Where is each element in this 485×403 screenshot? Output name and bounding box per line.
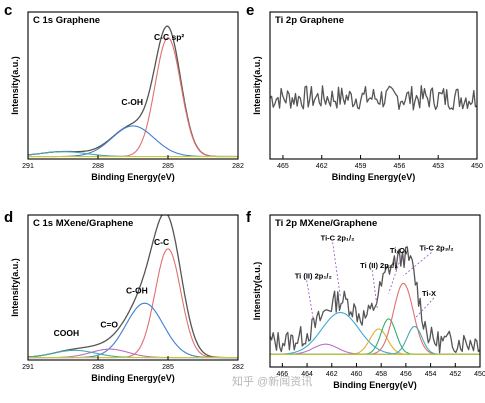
- panel-d: 291 288 285 282 d C 1s MXene/Graphene Binding …: [4, 209, 244, 383]
- x-tick-label: 465: [277, 163, 289, 170]
- x-tick-label: 452: [449, 371, 461, 378]
- x-tick-label: 291: [22, 163, 34, 170]
- x-tick-label: 288: [92, 163, 104, 170]
- annotation-pointer: [371, 270, 378, 311]
- annotation-pointer: [388, 254, 403, 294]
- x-tick-label: 460: [351, 371, 363, 378]
- plot-frame: [269, 214, 481, 368]
- annotation-pointer: [414, 297, 435, 320]
- x-tick-label: 459: [355, 163, 367, 170]
- annotation-label: Ti (II) 2p₃/₂: [360, 261, 398, 270]
- plot-frame: [269, 11, 478, 160]
- annotation-label: Ti-C 2p₁/₂: [321, 233, 355, 242]
- x-axis-label: Binding Energy(eV): [332, 172, 416, 182]
- panel-e: 465 462 459 456 453 450 e Ti 2p Graphene Binding…: [246, 2, 483, 182]
- x-tick-label: 450: [474, 371, 485, 378]
- y-axis-label: Intensity(a.u.): [10, 56, 20, 115]
- x-tick-label: 282: [232, 364, 244, 371]
- annotation-label: C-C sp²: [154, 32, 184, 42]
- x-axis-label: Binding Energy(eV): [333, 380, 417, 390]
- panel-letter: e: [246, 2, 254, 19]
- series-group: [28, 25, 238, 158]
- panel-letter: d: [4, 209, 13, 226]
- y-axis-label: Intensity(a.u.): [10, 258, 20, 317]
- panel-title: C 1s MXene/Graphene: [33, 218, 133, 229]
- annotation-label: C=O: [100, 319, 118, 329]
- x-tick-label: 285: [162, 163, 174, 170]
- panel-f: 466 464 462 460 458 456 454 452 450 f Ti 2p MXene/…: [246, 209, 485, 390]
- panel-c: 291 288 285 282 c C 1s Graphene Binding Energy…: [4, 2, 244, 182]
- annotation-label: Ti-X: [422, 289, 436, 298]
- series-line-0: [270, 246, 480, 354]
- panel-title: Ti 2p Graphene: [275, 15, 344, 26]
- x-tick-label: 466: [277, 371, 289, 378]
- annotation-pointer: [306, 280, 314, 319]
- annotation-label: C-C: [154, 237, 169, 247]
- x-tick-label: 450: [471, 163, 483, 170]
- watermark-text: 知乎 @新闻资讯: [232, 374, 312, 388]
- panel-letter: f: [246, 209, 252, 226]
- annotation-label: C-OH: [126, 286, 148, 296]
- x-tick-label: 456: [400, 371, 412, 378]
- x-tick-label: 285: [162, 364, 174, 371]
- annotation-label: TiₓOᵧ: [390, 246, 408, 255]
- series-group: [270, 85, 477, 111]
- annotation-pointer: [332, 242, 341, 298]
- panel-letter: c: [4, 2, 12, 19]
- series-line-0: [270, 85, 477, 111]
- plot-frame: [27, 214, 239, 361]
- x-axis-label: Binding Energy(eV): [91, 373, 175, 383]
- x-tick-label: 462: [326, 371, 338, 378]
- x-tick-label: 454: [425, 371, 437, 378]
- x-tick-label: 453: [432, 163, 444, 170]
- series-group: [28, 215, 238, 359]
- x-tick-label: 282: [232, 163, 244, 170]
- series-group: [270, 246, 480, 355]
- annotation-label: COOH: [54, 328, 80, 338]
- panel-title: C 1s Graphene: [33, 15, 100, 26]
- x-tick-label: 462: [316, 163, 328, 170]
- panel-title: Ti 2p MXene/Graphene: [275, 218, 377, 229]
- x-tick-label: 291: [22, 364, 34, 371]
- x-tick-label: 456: [394, 163, 406, 170]
- y-axis-label: Intensity(a.u.): [252, 262, 262, 321]
- x-tick-label: 288: [92, 364, 104, 371]
- x-tick-label: 464: [301, 371, 313, 378]
- annotation-label: C-OH: [121, 97, 143, 107]
- annotation-label: Ti (II) 2p₁/₂: [295, 271, 332, 280]
- plot-frame: [27, 11, 239, 160]
- x-tick-label: 458: [375, 371, 387, 378]
- annotation-label: Ti-C 2p₃/₂: [419, 243, 453, 252]
- y-axis-label: Intensity(a.u.): [252, 56, 262, 115]
- x-axis-label: Binding Energy(eV): [91, 172, 175, 182]
